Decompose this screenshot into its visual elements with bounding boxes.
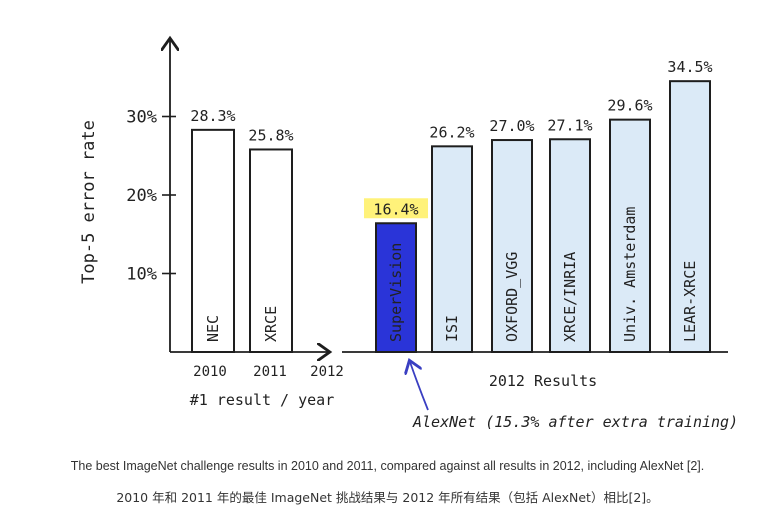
bar-value-label: 28.3% — [190, 107, 235, 125]
group-label-left: #1 result / year — [190, 391, 335, 409]
bar-xrce-inria — [549, 138, 591, 353]
bar-lear-xrce — [669, 80, 711, 354]
year-tick-label: 2012 — [310, 364, 344, 380]
bar-value-label: 27.0% — [489, 117, 534, 135]
bar-name-label: XRCE/INRIA — [561, 252, 579, 342]
y-axis-label: Top-5 error rate — [79, 120, 99, 284]
annotation-text: AlexNet (15.3% after extra training) — [412, 413, 738, 431]
bar-value-label: 29.6% — [607, 97, 652, 115]
bar-value-label: 34.5% — [667, 58, 712, 76]
caption-english: The best ImageNet challenge results in 2… — [70, 459, 705, 473]
bar-name-label: NEC — [204, 315, 222, 342]
y-tick-label: 10% — [126, 265, 157, 285]
bar-name-label: OXFORD_VGG — [503, 252, 521, 342]
bar-value-label: 25.8% — [248, 126, 293, 144]
bar-univ-amsterdam — [609, 118, 651, 353]
chart-svg: Top-5 error rate 10% 20% 30% 28.3% NEC 25.8% XR… — [79, 0, 738, 431]
bar-nec — [191, 128, 235, 353]
bar-value-label: 26.2% — [429, 123, 474, 141]
bar-name-label: XRCE — [262, 306, 280, 342]
caption-chinese: 2010 年和 2011 年的最佳 ImageNet 挑战结果与 2012 年所… — [116, 490, 659, 505]
group-label-right: 2012 Results — [489, 372, 597, 390]
bar-xrce — [249, 148, 293, 353]
year-tick-label: 2011 — [253, 364, 287, 380]
annotation-arrow — [410, 362, 429, 411]
bar-value-label: 27.1% — [547, 116, 592, 134]
y-tick-label: 30% — [126, 108, 157, 128]
bar-value-label: 16.4% — [373, 200, 418, 218]
bar-oxford-vgg — [491, 139, 533, 353]
bar-name-label: LEAR-XRCE — [681, 261, 699, 342]
highlight-label-bg — [364, 198, 428, 219]
bar-name-label: ISI — [443, 315, 461, 342]
bar-supervision — [375, 222, 417, 353]
y-tick-label: 20% — [126, 186, 157, 206]
year-tick-label: 2010 — [193, 364, 227, 380]
bar-name-label: Univ. Amsterdam — [621, 207, 639, 342]
bar-name-label: SuperVision — [387, 243, 405, 342]
bar-isi — [431, 145, 473, 353]
